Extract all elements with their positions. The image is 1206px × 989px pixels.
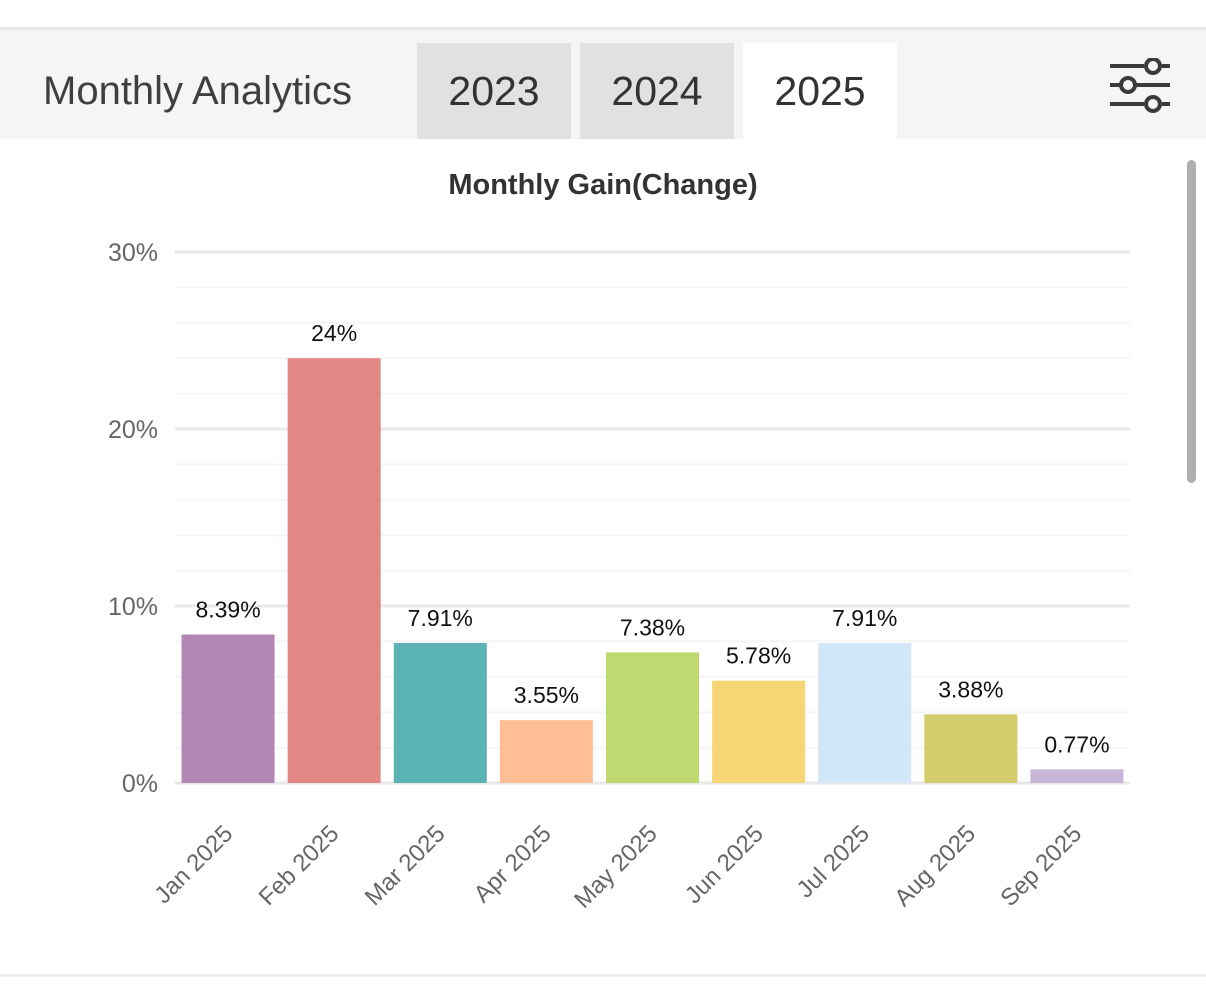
- x-tick-label: Sep 2025: [995, 820, 1087, 912]
- data-label: 7.91%: [832, 605, 897, 631]
- bar-jun-2025: [712, 680, 806, 783]
- data-label: 7.38%: [620, 614, 685, 640]
- x-tick-label: Jun 2025: [680, 820, 769, 909]
- x-tick-label: May 2025: [569, 820, 663, 914]
- y-tick-label: 10%: [108, 593, 158, 621]
- bar-apr-2025: [499, 720, 593, 783]
- data-label: 8.39%: [195, 596, 260, 622]
- chart-title: Monthly Gain(Change): [448, 169, 757, 201]
- bar-jul-2025: [818, 642, 912, 783]
- data-label: 3.55%: [514, 682, 579, 708]
- top-divider: [0, 27, 1206, 30]
- tab-2024[interactable]: 2024: [580, 43, 734, 139]
- bar-sep-2025: [1030, 769, 1124, 783]
- data-label: 5.78%: [726, 643, 791, 669]
- x-tick-label: Feb 2025: [254, 820, 345, 911]
- tab-2023[interactable]: 2023: [417, 43, 571, 139]
- bar-aug-2025: [924, 714, 1018, 783]
- data-label: 3.88%: [938, 676, 1003, 702]
- bar-may-2025: [606, 652, 699, 783]
- bottom-divider: [0, 974, 1206, 977]
- page-title: Monthly Analytics: [43, 69, 353, 113]
- data-label: 0.77%: [1044, 731, 1109, 757]
- x-tick-label: Aug 2025: [889, 820, 981, 912]
- bar-feb-2025: [287, 358, 381, 783]
- sliders-icon[interactable]: [1108, 57, 1172, 118]
- x-tick-label: Mar 2025: [360, 820, 451, 911]
- y-tick-label: 30%: [108, 239, 158, 267]
- x-tick-label: Jul 2025: [792, 820, 875, 903]
- y-tick-label: 20%: [108, 416, 158, 444]
- x-tick-label: Apr 2025: [469, 820, 557, 908]
- x-tick-label: Jan 2025: [149, 820, 238, 909]
- y-tick-label: 0%: [122, 770, 158, 798]
- data-label: 7.91%: [408, 605, 473, 631]
- tab-2025[interactable]: 2025: [743, 43, 897, 139]
- bar-mar-2025: [393, 642, 487, 783]
- vertical-scrollbar[interactable]: [1187, 160, 1196, 483]
- bar-jan-2025: [181, 634, 275, 783]
- data-label: 24%: [311, 320, 357, 346]
- bar-chart: Monthly Gain(Change) 0% 10% 20% 30% 8.39% 24…: [108, 169, 1130, 914]
